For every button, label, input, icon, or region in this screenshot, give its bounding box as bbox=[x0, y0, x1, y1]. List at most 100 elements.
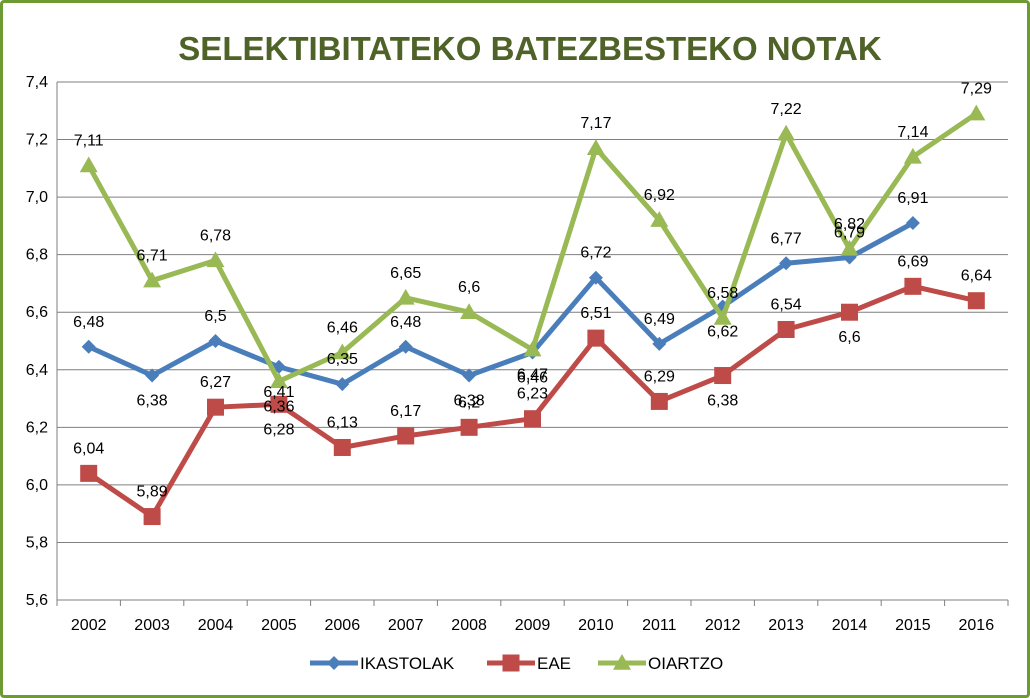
x-tick-label: 2003 bbox=[134, 617, 170, 634]
data-point-square bbox=[714, 367, 732, 385]
data-point-square bbox=[397, 427, 415, 445]
data-point-square bbox=[904, 277, 922, 295]
data-point-triangle bbox=[143, 271, 162, 288]
data-label: 6,92 bbox=[644, 187, 675, 204]
data-label: 6,69 bbox=[897, 253, 928, 270]
data-label: 6,82 bbox=[834, 216, 865, 233]
data-label: 6,51 bbox=[580, 305, 611, 322]
data-point-triangle bbox=[333, 343, 352, 360]
y-tick-label: 6,6 bbox=[26, 304, 48, 321]
chart-title: SELEKTIBITATEKO BATEZBESTEKO NOTAK bbox=[178, 30, 882, 67]
data-point-square bbox=[80, 464, 98, 482]
data-point-triangle bbox=[713, 308, 732, 325]
x-tick-label: 2014 bbox=[832, 617, 868, 634]
x-tick-label: 2016 bbox=[959, 617, 995, 634]
data-label: 6,6 bbox=[458, 279, 480, 296]
data-label: 6,46 bbox=[517, 370, 548, 387]
x-tick-label: 2011 bbox=[642, 617, 677, 634]
data-point-triangle bbox=[840, 239, 859, 256]
data-point-square bbox=[143, 508, 161, 526]
x-tick-label: 2005 bbox=[261, 617, 297, 634]
data-point-square bbox=[207, 398, 224, 416]
data-label: 7,11 bbox=[74, 132, 104, 149]
data-label: 6,38 bbox=[137, 393, 168, 410]
data-label: 6,48 bbox=[390, 314, 421, 331]
data-label: 6,38 bbox=[454, 393, 485, 410]
grid-layer bbox=[57, 81, 1008, 543]
data-label: 6,65 bbox=[390, 265, 421, 282]
data-point-diamond bbox=[81, 339, 96, 354]
data-point-square bbox=[587, 329, 605, 347]
legend-label: OIARTZO bbox=[648, 654, 723, 673]
data-label: 7,29 bbox=[961, 81, 992, 98]
data-label: 6,49 bbox=[644, 311, 675, 328]
data-point-square bbox=[841, 303, 858, 321]
legend: IKASTOLAK EAE OIARTZO bbox=[310, 654, 723, 673]
y-tick-label: 7,2 bbox=[26, 132, 48, 149]
data-point-square bbox=[460, 418, 478, 436]
data-point-square bbox=[967, 292, 985, 310]
data-label: 6,58 bbox=[707, 285, 738, 302]
data-point-square bbox=[502, 654, 520, 672]
x-tick-label: 2009 bbox=[515, 617, 551, 634]
data-point-triangle bbox=[586, 139, 605, 155]
data-point-triangle bbox=[460, 303, 479, 319]
data-point-triangle bbox=[269, 372, 288, 389]
data-point-diamond bbox=[398, 339, 413, 354]
x-tick-label: 2013 bbox=[768, 617, 804, 634]
data-label: 6,28 bbox=[263, 421, 294, 438]
data-point-triangle bbox=[206, 251, 225, 268]
data-label: 6,91 bbox=[897, 190, 928, 207]
data-point-diamond bbox=[145, 368, 160, 383]
data-point-diamond bbox=[905, 216, 920, 231]
data-point-diamond bbox=[779, 256, 794, 271]
data-point-triangle bbox=[523, 340, 542, 357]
data-point-triangle bbox=[613, 654, 631, 670]
data-label: 6,27 bbox=[200, 374, 231, 391]
data-point-square bbox=[524, 410, 541, 428]
data-label: 6,46 bbox=[327, 320, 358, 337]
y-tick-label: 6,2 bbox=[26, 419, 48, 436]
x-tick-label: 2002 bbox=[71, 617, 107, 634]
data-label: 6,47 bbox=[517, 367, 548, 384]
data-label: 6,36 bbox=[263, 398, 294, 415]
data-label: 7,17 bbox=[580, 115, 611, 132]
data-label: 6,04 bbox=[73, 440, 104, 457]
y-tick-label: 6,8 bbox=[26, 247, 48, 264]
data-label: 6,2 bbox=[458, 394, 480, 411]
series-layer bbox=[79, 104, 986, 526]
data-label: 5,89 bbox=[137, 484, 168, 501]
data-point-triangle bbox=[396, 288, 415, 305]
data-label: 6,54 bbox=[771, 296, 802, 313]
data-label: 6,71 bbox=[137, 248, 168, 265]
data-label: 6,79 bbox=[834, 225, 865, 242]
data-point-square bbox=[650, 392, 668, 410]
data-point-triangle bbox=[967, 104, 986, 121]
data-label: 6,62 bbox=[707, 323, 738, 340]
legend-label: EAE bbox=[537, 654, 571, 673]
y-tick-label: 5,8 bbox=[26, 534, 48, 551]
data-point-diamond bbox=[652, 336, 667, 351]
data-point-triangle bbox=[79, 156, 98, 173]
data-point-diamond bbox=[462, 368, 477, 383]
data-point-triangle bbox=[777, 124, 796, 141]
data-label: 6,6 bbox=[838, 329, 860, 346]
x-tick-label: 2007 bbox=[388, 617, 424, 634]
data-label: 6,29 bbox=[644, 368, 675, 385]
data-label: 6,17 bbox=[390, 403, 421, 420]
axis-layer: 5,6 5,8 6,0 6,2 6,4 6,6 6,8 7,0 7,2 7,4 2002 2003 20… bbox=[26, 74, 1009, 634]
x-tick-label: 2010 bbox=[578, 617, 614, 634]
data-label: 6,78 bbox=[200, 227, 231, 244]
data-label: 6,48 bbox=[73, 314, 104, 331]
data-point-diamond bbox=[208, 334, 223, 348]
x-tick-label: 2015 bbox=[895, 617, 931, 634]
y-tick-label: 7,4 bbox=[26, 74, 48, 91]
data-point-diamond bbox=[327, 656, 341, 670]
data-point-square bbox=[270, 395, 288, 413]
data-label: 7,14 bbox=[897, 124, 928, 141]
data-label: 6,35 bbox=[327, 351, 358, 368]
legend-label: IKASTOLAK bbox=[360, 654, 455, 673]
data-label: 6,13 bbox=[327, 414, 358, 431]
